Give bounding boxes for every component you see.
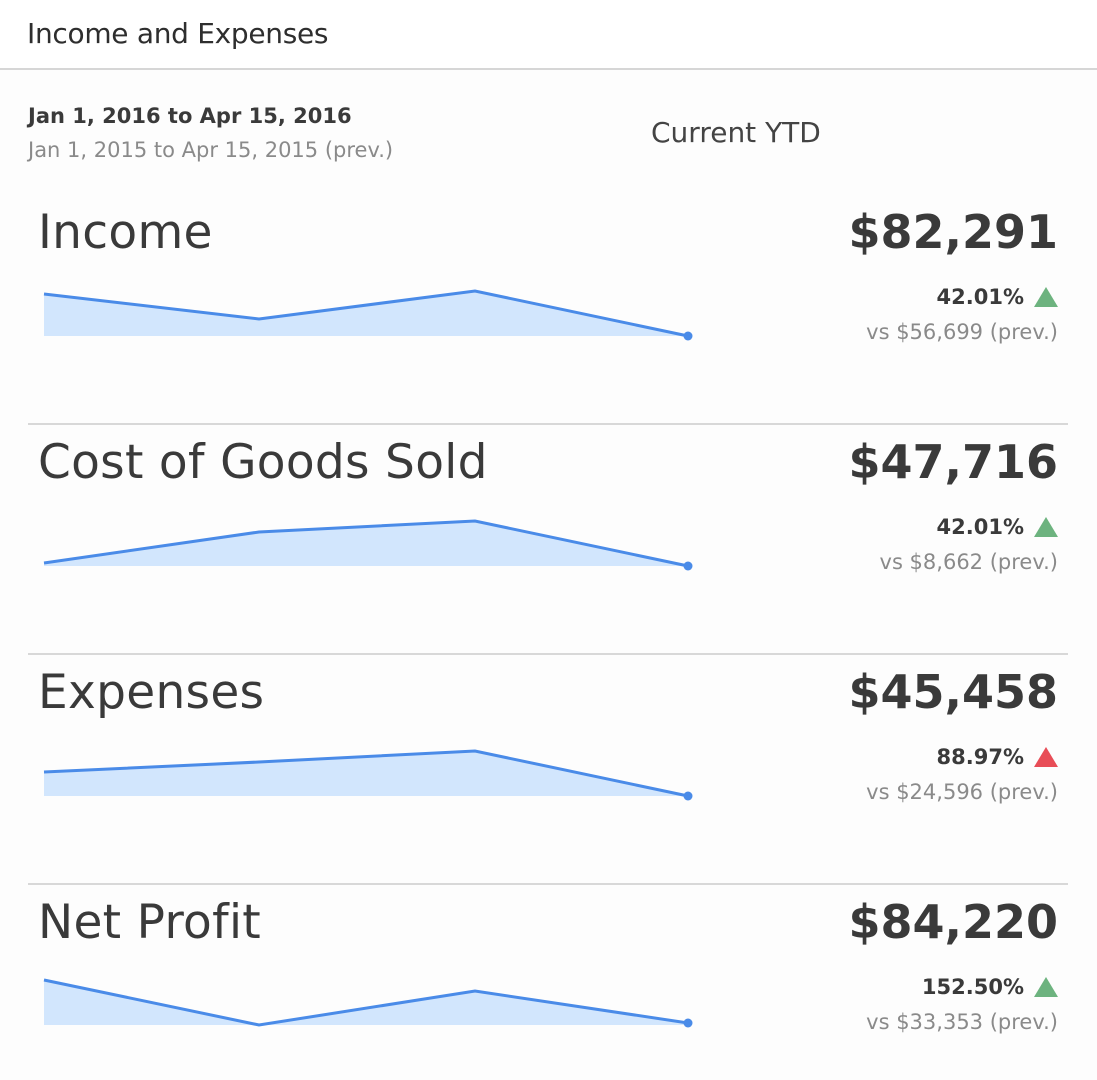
metric-value: $84,220 — [848, 895, 1058, 949]
metric-name: Expenses — [38, 665, 265, 720]
last-point-marker — [683, 331, 693, 341]
metric-row-cogs: Cost of Goods Sold $47,716 42.01% vs $8,… — [28, 425, 1068, 655]
trend-up-icon — [1034, 517, 1058, 537]
metric-change: 42.01% — [937, 285, 1058, 309]
metric-row-income: Income $82,291 42.01% vs $56,699 (prev.) — [28, 195, 1068, 425]
metric-value: $47,716 — [848, 435, 1058, 489]
current-date-range: Jan 1, 2016 to Apr 15, 2016 — [28, 104, 352, 128]
last-point-marker — [683, 561, 693, 571]
last-point-marker — [683, 791, 693, 801]
row-divider — [28, 883, 1068, 885]
metric-row-net-profit: Net Profit $84,220 152.50% vs $33,353 (p… — [28, 885, 1068, 1080]
sparkline-chart — [43, 289, 693, 341]
previous-date-range: Jan 1, 2015 to Apr 15, 2015 (prev.) — [28, 138, 394, 162]
previous-value: vs $33,353 (prev.) — [866, 1010, 1058, 1034]
widget-header: Income and Expenses — [0, 0, 1097, 70]
metric-change: 152.50% — [922, 975, 1058, 999]
sparkline-chart — [43, 519, 693, 571]
change-percent: 42.01% — [936, 285, 1024, 309]
previous-value: vs $24,596 (prev.) — [866, 780, 1058, 804]
sparkline-chart — [43, 749, 693, 801]
last-point-marker — [683, 1018, 693, 1028]
previous-value: vs $8,662 (prev.) — [879, 550, 1058, 574]
metric-name: Cost of Goods Sold — [38, 435, 488, 490]
change-percent: 42.01% — [936, 515, 1024, 539]
change-percent: 152.50% — [921, 975, 1024, 999]
change-percent: 88.97% — [936, 745, 1024, 769]
metric-change: 88.97% — [937, 745, 1058, 769]
trend-up-warning-icon — [1034, 747, 1058, 767]
metric-change: 42.01% — [937, 515, 1058, 539]
previous-value: vs $56,699 (prev.) — [866, 320, 1058, 344]
row-divider — [28, 653, 1068, 655]
metric-value: $82,291 — [848, 205, 1058, 259]
metric-name: Net Profit — [38, 895, 262, 950]
metric-row-expenses: Expenses $45,458 88.97% vs $24,596 (prev… — [28, 655, 1068, 885]
trend-up-icon — [1034, 977, 1058, 997]
row-divider — [28, 423, 1068, 425]
trend-up-icon — [1034, 287, 1058, 307]
column-label: Current YTD — [651, 116, 821, 149]
sparkline-chart — [43, 978, 693, 1028]
metric-name: Income — [38, 205, 213, 260]
metric-value: $45,458 — [848, 665, 1058, 719]
widget-title: Income and Expenses — [27, 17, 329, 50]
